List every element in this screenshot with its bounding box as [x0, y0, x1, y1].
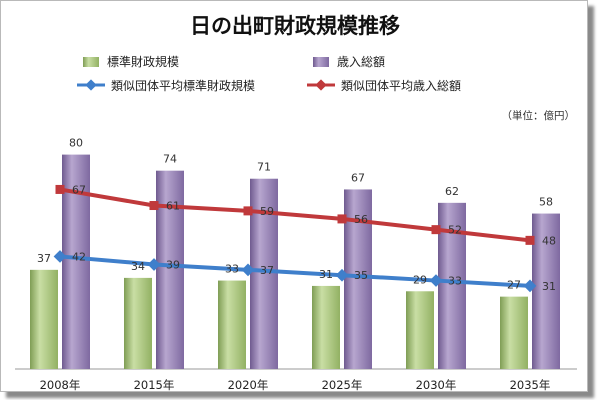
point-similar-standard-1	[147, 258, 161, 271]
chart-title: 日の出町財政規模推移	[190, 14, 400, 38]
point-similar-standard-3	[335, 268, 349, 282]
x-tick-label-5: 2035年	[510, 378, 551, 392]
bar-total-revenue-1	[156, 170, 184, 369]
legend-label-standard-scale: 標準財政規模	[107, 54, 179, 69]
point-similar-revenue-4	[431, 225, 441, 235]
x-tick-label-1: 2015年	[134, 378, 175, 392]
point-label-similar-revenue-1: 61	[166, 200, 180, 213]
point-label-similar-standard-3: 35	[354, 269, 368, 282]
bar-standard-scale-3	[312, 285, 340, 369]
bar-label-standard-scale-2: 33	[225, 263, 239, 276]
point-similar-standard-4	[429, 274, 443, 287]
point-similar-revenue-5	[525, 235, 535, 245]
point-similar-revenue-0	[55, 184, 65, 194]
bar-label-total-revenue-3: 67	[351, 171, 365, 184]
bar-label-standard-scale-5: 27	[507, 279, 521, 292]
point-label-similar-standard-4: 33	[448, 275, 462, 288]
bar-standard-scale-2	[218, 280, 246, 369]
bar-layer	[30, 154, 560, 369]
point-label-similar-revenue-2: 59	[260, 205, 274, 218]
bar-label-standard-scale-4: 29	[413, 273, 427, 286]
point-similar-standard-0	[53, 250, 67, 263]
line-layer	[53, 184, 537, 293]
point-label-similar-revenue-3: 56	[354, 213, 368, 226]
x-tick-label-0: 2008年	[40, 378, 81, 392]
bar-total-revenue-5	[532, 213, 560, 369]
point-label-similar-standard-5: 31	[542, 280, 556, 293]
x-tick-layer: 2008年 2015年 2020年 2025年 2030年 2035年	[40, 378, 551, 392]
bar-label-total-revenue-5: 58	[539, 196, 553, 209]
point-similar-standard-2	[241, 263, 255, 277]
legend: 標準財政規模 歳入総額 類似団体平均標準財政規模 類似団体平均歳入総額	[77, 54, 461, 93]
x-tick-label-4: 2030年	[416, 378, 457, 392]
x-tick-label-2: 2020年	[228, 378, 269, 392]
point-label-similar-standard-2: 37	[260, 264, 274, 277]
legend-label-similar-revenue: 類似団体平均歳入総額	[341, 79, 461, 93]
label-layer: 37 34 33 31 29 27 80 74 71 67 62 58 42 39 37 35 33 31 67 61…	[37, 137, 556, 293]
bar-label-standard-scale-3: 31	[319, 268, 333, 281]
bar-label-total-revenue-2: 71	[257, 161, 271, 174]
legend-label-total-revenue: 歳入総額	[337, 55, 385, 69]
point-label-similar-revenue-4: 52	[448, 224, 462, 237]
bar-standard-scale-5	[500, 296, 528, 369]
bar-label-total-revenue-0: 80	[69, 137, 83, 150]
point-similar-revenue-3	[337, 214, 347, 224]
legend-marker-similar-revenue	[315, 79, 327, 91]
x-tick-label-3: 2025年	[322, 378, 363, 392]
chart-frame: 日の出町財政規模推移 標準財政規模 歳入総額 類似団体平均標準財政規模 類似団体…	[0, 0, 588, 392]
legend-swatch-total-revenue	[313, 57, 329, 67]
point-label-similar-revenue-0: 67	[72, 183, 86, 196]
bar-label-total-revenue-4: 62	[445, 185, 459, 198]
point-label-similar-standard-1: 39	[166, 258, 180, 271]
legend-swatch-standard-scale	[83, 57, 99, 67]
unit-note: （単位：億円）	[502, 109, 576, 122]
point-similar-revenue-2	[243, 206, 253, 216]
point-label-similar-standard-0: 42	[72, 250, 86, 263]
legend-label-similar-standard: 類似団体平均標準財政規模	[111, 78, 255, 93]
bar-standard-scale-0	[30, 269, 58, 369]
point-similar-revenue-1	[149, 201, 159, 211]
bar-standard-scale-1	[124, 277, 152, 369]
point-label-similar-revenue-5: 48	[542, 234, 556, 247]
finance-chart: 日の出町財政規模推移 標準財政規模 歳入総額 類似団体平均標準財政規模 類似団体…	[15, 14, 577, 392]
bar-label-total-revenue-1: 74	[163, 153, 177, 166]
bar-label-standard-scale-1: 34	[131, 260, 145, 273]
line-similar-standard	[59, 254, 531, 288]
legend-marker-similar-standard	[85, 79, 97, 91]
line-similar-revenue	[59, 187, 531, 243]
bar-label-standard-scale-0: 37	[37, 252, 51, 265]
bar-standard-scale-4	[406, 291, 434, 369]
